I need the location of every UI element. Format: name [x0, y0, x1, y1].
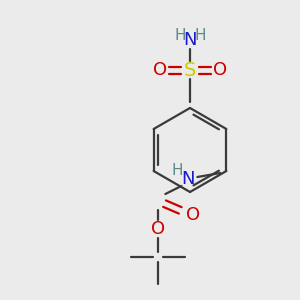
Text: O: O	[151, 220, 165, 238]
Text: H: H	[172, 163, 183, 178]
Text: O: O	[213, 61, 227, 79]
Text: N: N	[183, 31, 197, 49]
Text: S: S	[184, 61, 196, 80]
Text: N: N	[182, 170, 195, 188]
Text: H: H	[194, 28, 206, 44]
Text: O: O	[186, 206, 200, 224]
Text: H: H	[174, 28, 186, 44]
Text: O: O	[153, 61, 167, 79]
